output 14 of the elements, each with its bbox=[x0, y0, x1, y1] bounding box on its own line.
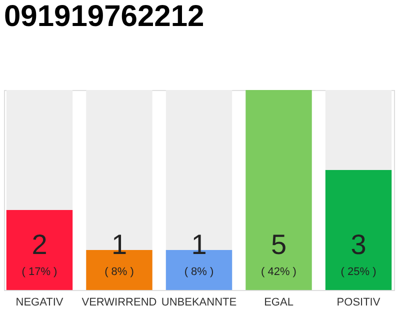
chart-title: 091919762212 bbox=[4, 0, 204, 33]
x-tick-label: EGAL bbox=[264, 296, 294, 308]
annotation: ( 42% ) bbox=[261, 266, 296, 278]
annotation: ( 17% ) bbox=[22, 266, 58, 278]
annotation: ( 25% ) bbox=[340, 266, 376, 278]
x-tick-label: UNBEKANNTE bbox=[161, 296, 237, 308]
x-tick-label: POSITIV bbox=[336, 296, 381, 308]
data-label: 5 bbox=[270, 229, 287, 260]
x-tick-label: NEGATIV bbox=[16, 296, 64, 308]
annotation: ( 8% ) bbox=[104, 266, 134, 278]
data-label: 2 bbox=[32, 229, 48, 260]
data-label: 3 bbox=[350, 229, 366, 260]
annotation: ( 8% ) bbox=[184, 266, 214, 278]
x-tick-label: VERWIRREND bbox=[82, 296, 157, 308]
